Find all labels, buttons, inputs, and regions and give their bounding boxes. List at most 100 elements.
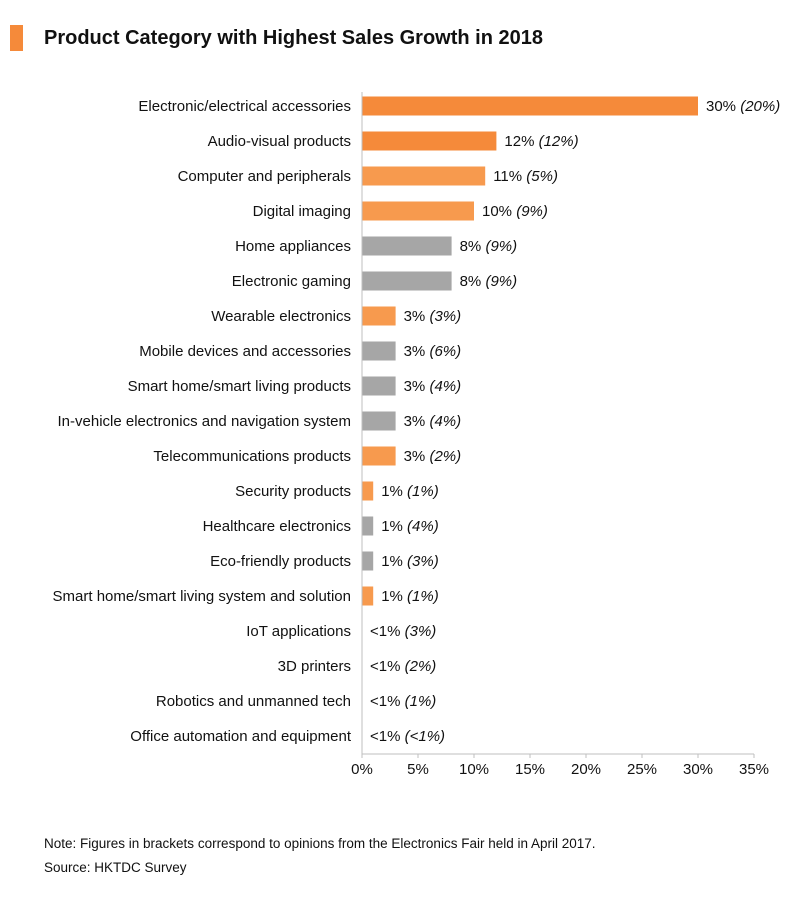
data-label-previous: (3%) [429, 308, 461, 325]
data-label-previous: (9%) [485, 273, 517, 290]
category-label: 3D printers [278, 658, 351, 675]
data-label-previous: (9%) [516, 203, 548, 220]
category-label: Computer and peripherals [178, 168, 351, 185]
bar [362, 166, 486, 186]
data-label-current: <1% [370, 693, 405, 710]
source-note: Source: HKTDC Survey [44, 860, 187, 875]
category-label: Telecommunications products [153, 448, 351, 465]
data-label: 8% (9%) [460, 273, 518, 290]
bar [362, 236, 452, 256]
data-label-current: 8% [460, 273, 486, 290]
data-label-current: 1% [381, 553, 407, 570]
category-label: IoT applications [246, 623, 351, 640]
category-label: Smart home/smart living system and solut… [53, 588, 351, 605]
data-label-previous: (<1%) [405, 728, 445, 745]
data-label: 3% (2%) [404, 448, 462, 465]
data-label-current: 3% [404, 448, 430, 465]
data-label-previous: (3%) [407, 553, 439, 570]
category-label: Eco-friendly products [210, 553, 351, 570]
data-label-previous: (5%) [526, 168, 558, 185]
category-label: Electronic/electrical accessories [138, 98, 351, 115]
data-label: 10% (9%) [482, 203, 548, 220]
title-marker-bar [10, 25, 23, 51]
data-label-previous: (4%) [429, 378, 461, 395]
category-label: Security products [235, 483, 351, 500]
data-label-previous: (1%) [407, 588, 439, 605]
data-label-current: 3% [404, 378, 430, 395]
data-label-current: <1% [370, 623, 405, 640]
category-label: Robotics and unmanned tech [156, 693, 351, 710]
data-label: <1% (1%) [370, 693, 436, 710]
data-label: 30% (20%) [706, 98, 780, 115]
bar [362, 306, 396, 326]
chart-title: Product Category with Highest Sales Grow… [44, 26, 543, 49]
data-label-current: 1% [381, 518, 407, 535]
data-label: <1% (3%) [370, 623, 436, 640]
data-label: 12% (12%) [504, 133, 578, 150]
bar [362, 586, 374, 606]
x-tick-label: 0% [351, 761, 373, 778]
data-label-previous: (2%) [405, 658, 437, 675]
category-label: Smart home/smart living products [128, 378, 351, 395]
data-label: 1% (1%) [381, 483, 439, 500]
bar [362, 96, 698, 116]
chart-title-block: Product Category with Highest Sales Grow… [10, 24, 543, 52]
x-tick-label: 35% [739, 761, 769, 778]
data-label-previous: (9%) [485, 238, 517, 255]
category-label: Healthcare electronics [203, 518, 351, 535]
data-label: <1% (<1%) [370, 728, 445, 745]
data-label-current: <1% [370, 658, 405, 675]
data-label-current: 1% [381, 588, 407, 605]
category-label: Mobile devices and accessories [139, 343, 351, 360]
bar [362, 481, 374, 501]
data-label-current: <1% [370, 728, 405, 745]
bar [362, 376, 396, 396]
x-tick-label: 10% [459, 761, 489, 778]
data-label-previous: (2%) [429, 448, 461, 465]
footnote: Note: Figures in brackets correspond to … [44, 836, 596, 851]
data-label: 3% (3%) [404, 308, 462, 325]
category-label: Home appliances [235, 238, 351, 255]
data-label-current: 10% [482, 203, 516, 220]
data-label: 3% (6%) [404, 343, 462, 360]
bar [362, 446, 396, 466]
data-label-current: 11% [493, 168, 526, 185]
x-tick-label: 25% [627, 761, 657, 778]
bar [362, 551, 374, 571]
bar [362, 131, 497, 151]
data-label-current: 3% [404, 413, 430, 430]
data-label-current: 30% [706, 98, 740, 115]
category-label: Electronic gaming [232, 273, 351, 290]
category-label: Wearable electronics [211, 308, 351, 325]
data-label-previous: (4%) [407, 518, 439, 535]
category-label: Audio-visual products [208, 133, 351, 150]
bar [362, 201, 474, 221]
data-label: 1% (3%) [381, 553, 439, 570]
data-label: 3% (4%) [404, 413, 462, 430]
data-label-previous: (20%) [740, 98, 780, 115]
data-label: 1% (4%) [381, 518, 439, 535]
data-label: <1% (2%) [370, 658, 436, 675]
bar [362, 341, 396, 361]
data-label-previous: (3%) [405, 623, 437, 640]
data-label-current: 8% [460, 238, 486, 255]
data-label: 8% (9%) [460, 238, 518, 255]
data-label-current: 3% [404, 343, 430, 360]
x-tick-label: 30% [683, 761, 713, 778]
data-label: 11% (5%) [493, 168, 558, 185]
category-label: Digital imaging [253, 203, 351, 220]
data-label-previous: (12%) [539, 133, 579, 150]
data-label-previous: (1%) [405, 693, 437, 710]
data-label-previous: (1%) [407, 483, 439, 500]
bar [362, 411, 396, 431]
x-tick-label: 5% [407, 761, 429, 778]
x-tick-label: 20% [571, 761, 601, 778]
data-label-current: 1% [381, 483, 407, 500]
category-label: In-vehicle electronics and navigation sy… [58, 413, 351, 430]
data-label: 1% (1%) [381, 588, 439, 605]
data-label-previous: (6%) [429, 343, 461, 360]
bar [362, 271, 452, 291]
data-label-current: 3% [404, 308, 430, 325]
category-label: Office automation and equipment [130, 728, 352, 745]
